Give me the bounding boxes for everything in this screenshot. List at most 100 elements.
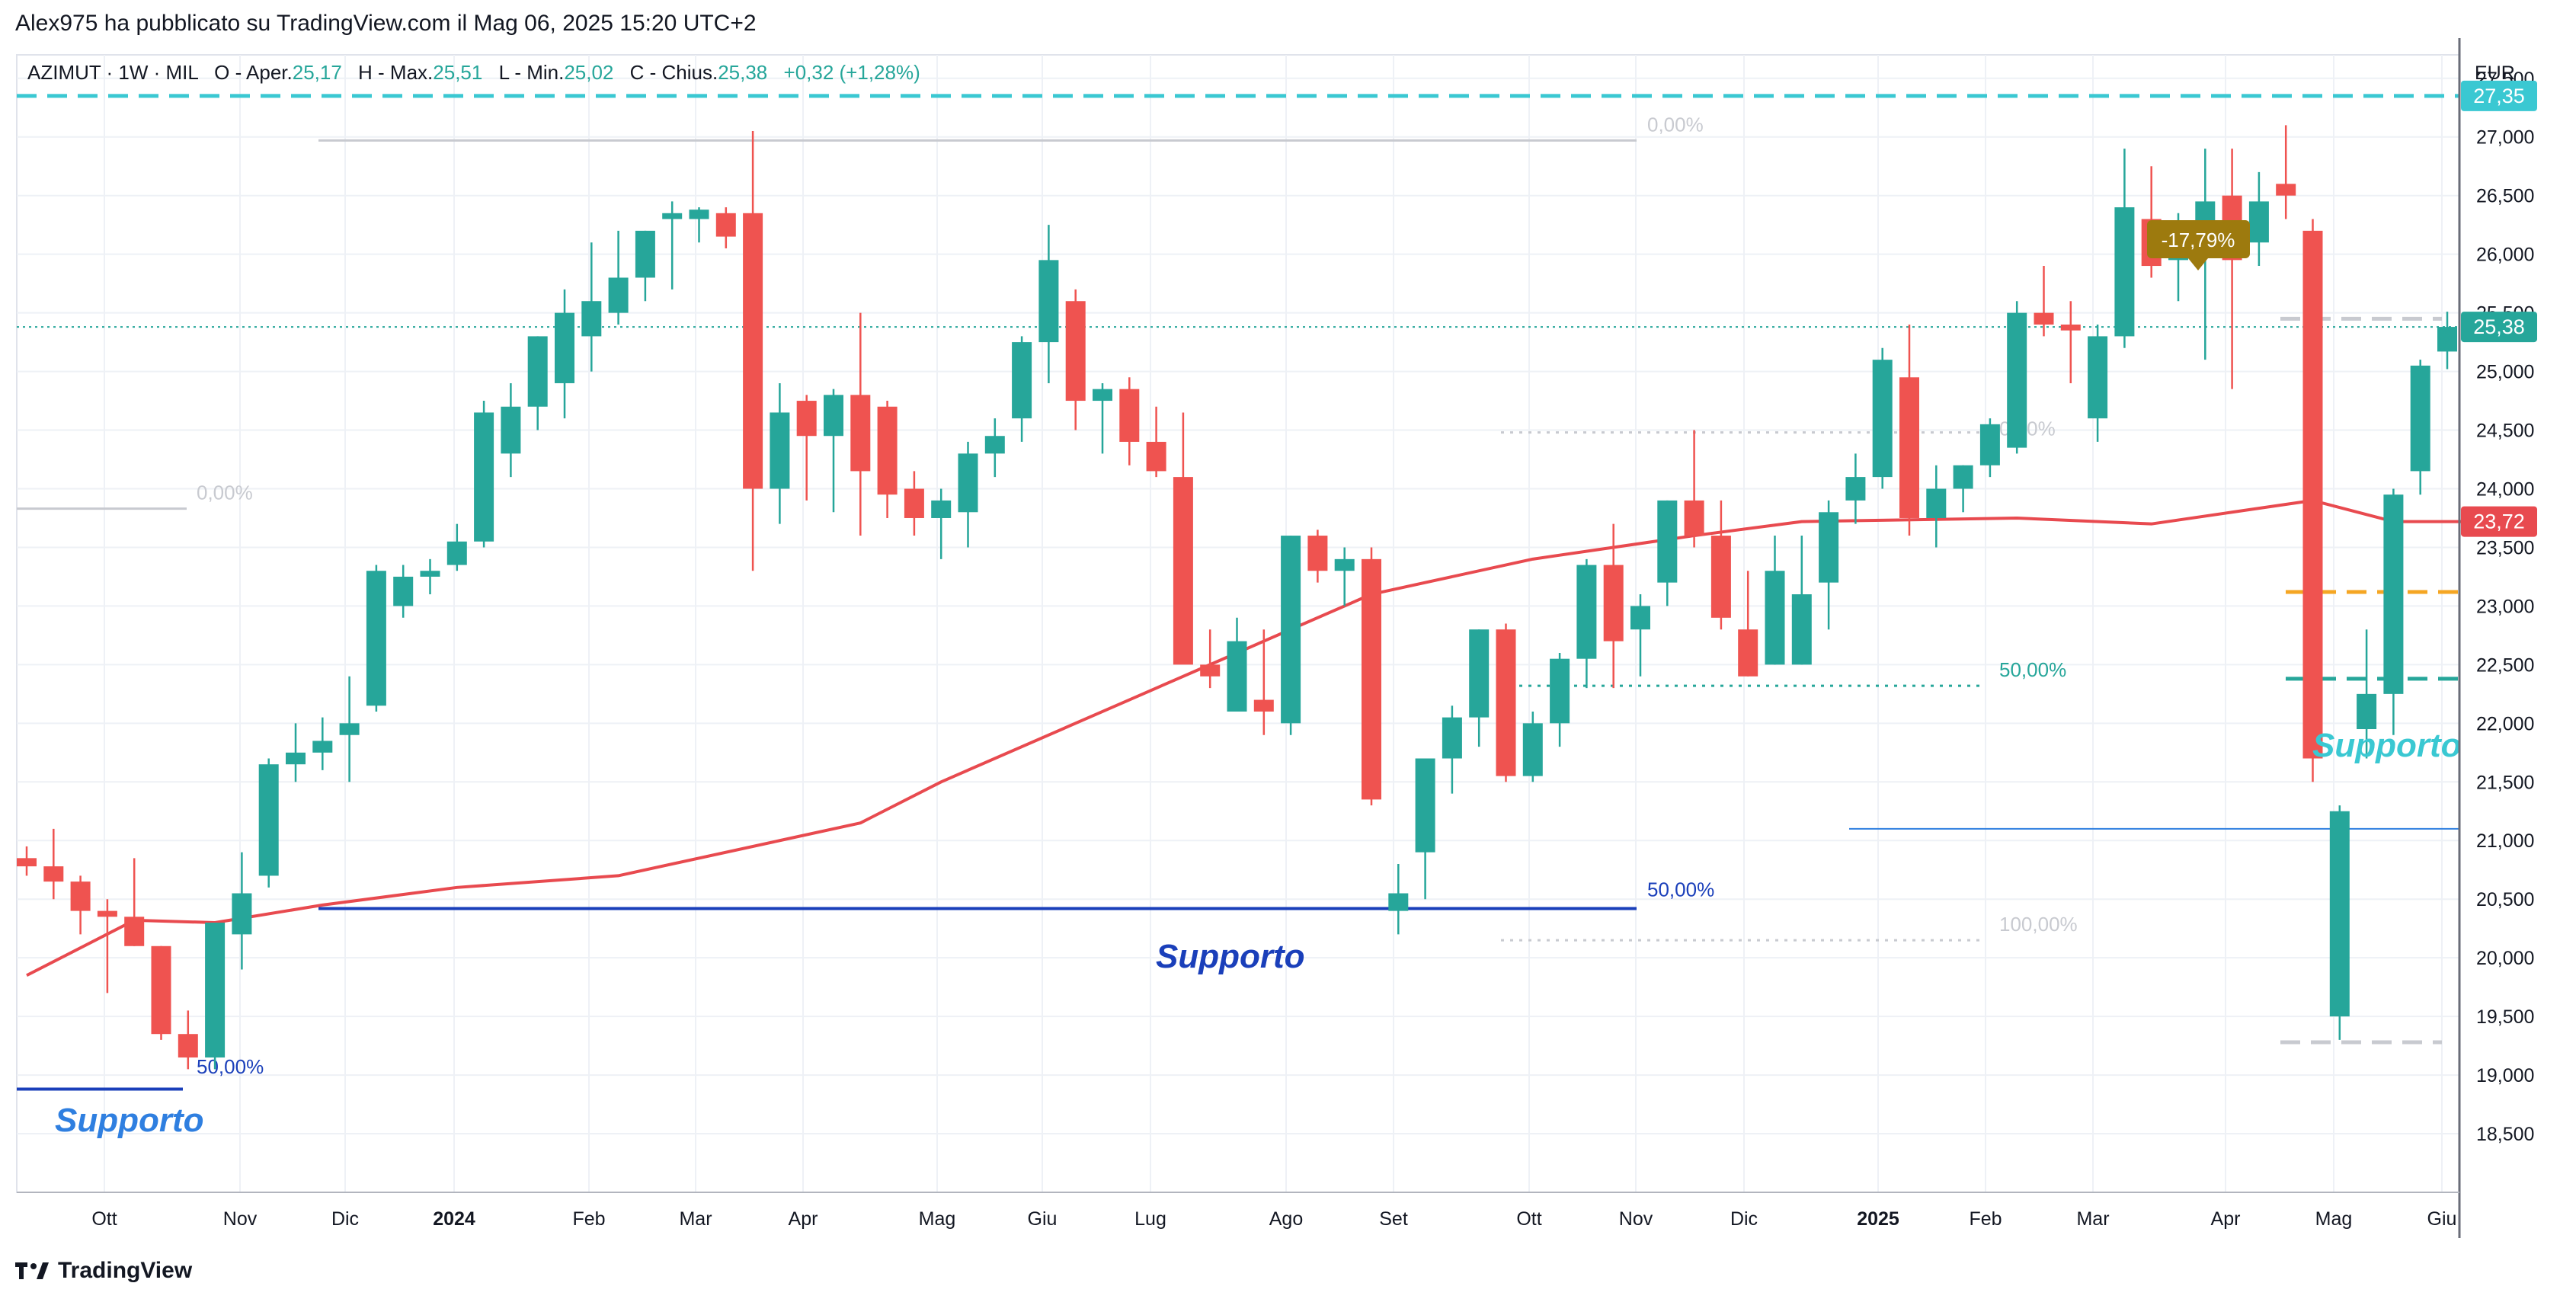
candle-up <box>2410 360 2430 495</box>
candle-body <box>1334 558 1355 571</box>
candle-body <box>2410 365 2430 472</box>
candle-down <box>1146 406 1166 478</box>
candle-up <box>1442 705 1462 794</box>
candle-up <box>1657 500 1678 606</box>
candle-up <box>555 289 574 419</box>
candle-body <box>527 336 548 407</box>
candle-down <box>1710 500 1731 630</box>
candle-down <box>178 1010 198 1070</box>
legend-high-value: 25,51 <box>433 61 482 84</box>
horizontal-levels <box>17 94 2459 1091</box>
grid <box>16 54 2460 1193</box>
candle-up <box>312 717 333 770</box>
candle-body <box>420 571 440 577</box>
supporto-label-3: Supporto <box>2312 727 2462 764</box>
candle-down <box>2276 125 2296 219</box>
ma-price-badge-box <box>2461 506 2537 537</box>
candle-body <box>312 741 333 753</box>
candle-body <box>1362 558 1381 800</box>
candle-body <box>43 866 64 882</box>
candle-up <box>689 207 709 243</box>
fib-b-0-label: 0,00% <box>1647 113 1704 136</box>
publish-caption: Alex975 ha pubblicato su TradingView.com… <box>15 11 757 36</box>
candle-body <box>501 406 521 454</box>
last-price-badge: 25,38 <box>2461 312 2537 343</box>
candle-body <box>662 213 683 219</box>
candle-down <box>2034 266 2054 337</box>
candle-up <box>2088 325 2108 442</box>
x-tick-label: 2025 <box>1857 1208 1899 1230</box>
candle-up <box>1819 500 1839 630</box>
candle-down <box>1684 430 1704 548</box>
candle-up <box>286 723 306 782</box>
candle-down <box>1119 377 1140 466</box>
legend-open-label: O - Aper. <box>214 61 293 84</box>
candle-up <box>2007 301 2027 454</box>
candle-body <box>205 922 226 1057</box>
candle-up <box>2437 312 2457 370</box>
candle-body <box>2248 201 2269 243</box>
last-price-badge-box <box>2461 312 2537 343</box>
candle-up <box>2248 171 2269 267</box>
candle-body <box>1576 565 1597 659</box>
resistance-price-badge-box <box>2461 80 2537 111</box>
fib-a-50-label: 50,00% <box>197 1055 264 1078</box>
x-tick-label: Dic <box>1730 1208 1758 1230</box>
candle-body <box>2383 494 2404 694</box>
x-tick-label: Ott <box>91 1208 117 1230</box>
candle-down <box>1362 547 1381 806</box>
candle-body <box>1065 301 1086 402</box>
x-tick-label: Nov <box>223 1208 258 1230</box>
candle-down <box>1200 629 1221 689</box>
candle-down <box>151 945 171 1040</box>
candle-up <box>2357 629 2377 759</box>
candle-body <box>366 571 386 706</box>
candle-down <box>1173 412 1193 665</box>
candle-body <box>1550 658 1570 724</box>
candle-body <box>1388 893 1409 911</box>
y-tick-label: 22,500 <box>2476 654 2534 676</box>
candle-body <box>124 917 145 946</box>
candle-body <box>931 500 952 518</box>
candle-body <box>393 576 414 606</box>
candle-body <box>258 764 279 876</box>
candle-up <box>958 441 978 548</box>
candle-body <box>339 723 360 735</box>
candle-body <box>2276 184 2296 196</box>
y-tick-label: 21,500 <box>2476 772 2534 793</box>
candle-up <box>662 201 683 290</box>
candle-body <box>555 312 574 383</box>
currency-label: EUR <box>2475 62 2515 84</box>
candle-body <box>2357 693 2377 730</box>
candle-body <box>151 945 171 1035</box>
candle-up <box>527 336 548 430</box>
candle-body <box>1657 500 1678 583</box>
candle-up <box>1630 594 1650 677</box>
candle-body <box>877 406 898 495</box>
candle-body <box>1710 536 1731 618</box>
drop-callout-arrow <box>2188 258 2208 270</box>
candle-body <box>1227 641 1247 712</box>
candle-up <box>258 758 279 888</box>
tradingview-brand[interactable]: TradingView <box>15 1256 192 1286</box>
candle-down <box>796 395 817 501</box>
candle-up <box>474 401 494 548</box>
candle-body <box>1738 629 1758 677</box>
candle-body <box>1899 377 1919 518</box>
candle-body <box>2060 325 2081 331</box>
y-tick-label: 27,000 <box>2476 127 2534 149</box>
candle-down <box>70 875 91 935</box>
y-tick-label: 20,000 <box>2476 948 2534 969</box>
candle-up <box>1038 225 1059 383</box>
y-tick-label: 26,500 <box>2476 186 2534 207</box>
candle-body <box>97 910 117 917</box>
candle-body <box>1038 260 1059 343</box>
candle-up <box>1845 453 1866 524</box>
candle-body <box>1496 629 1516 776</box>
candle-up <box>1550 652 1570 747</box>
x-tick-label: Giu <box>2427 1208 2457 1230</box>
fibonacci-drawings: 0,00%50,00%0,00%50,00%0,00%50,00%100,00% <box>17 113 2078 1078</box>
candle-up <box>1415 758 1435 900</box>
legend-close-label: C - Chius. <box>630 61 718 84</box>
